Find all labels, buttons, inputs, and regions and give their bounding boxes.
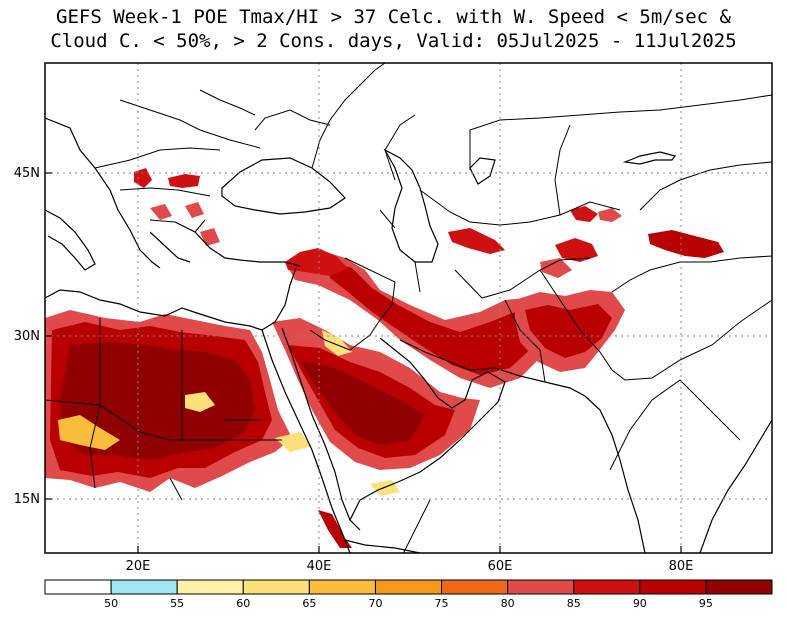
shading-sahara-gap (58, 415, 120, 450)
x-tick-label: 40E (307, 559, 332, 574)
colorbar-swatch (507, 579, 575, 595)
colorbar-swatch (308, 579, 376, 595)
colorbar-label: 60 (236, 597, 250, 610)
x-axis-labels: 20E 40E 60E 80E (126, 559, 694, 574)
india-west-coast (584, 395, 646, 553)
aral-sea-coast (469, 157, 496, 185)
iran-south-coast (399, 339, 586, 397)
x-tick-label: 60E (488, 559, 513, 574)
country-borders (45, 63, 772, 553)
graticule (45, 63, 772, 553)
colorbar-swatch (705, 579, 773, 595)
colorbar-swatch (441, 579, 509, 595)
colorbar-label: 80 (501, 597, 515, 610)
shading-iraq-iran-core (330, 262, 540, 375)
colorbar-label: 70 (368, 597, 382, 610)
india-east-coast (699, 419, 772, 553)
shading-kyrgyz (598, 208, 622, 222)
y-tick-label: 15N (14, 492, 40, 507)
colorbar-label: 65 (302, 597, 316, 610)
shading-tarim (648, 230, 724, 258)
map-boundaries (45, 63, 772, 553)
shading-turkmenistan (448, 228, 505, 254)
colorbar-swatch (176, 579, 244, 595)
map-frame (44, 62, 773, 554)
y-tick-label: 45N (14, 166, 40, 181)
shading-afghanistan-north-2 (540, 258, 572, 278)
black-sea-coast (221, 157, 346, 215)
y-axis-labels: 45N 30N 15N (14, 166, 40, 507)
colorbar-swatch (44, 579, 112, 595)
horn-africa-coast (344, 539, 421, 553)
y-tick-label: 30N (14, 329, 40, 344)
persian-gulf-coast (349, 337, 506, 521)
europe-coastline (45, 117, 301, 269)
shading-romania-bulgaria (168, 174, 200, 188)
balkhash-coast (622, 151, 677, 165)
colorbar-label: 55 (170, 597, 184, 610)
colorbar-label: 95 (699, 597, 713, 610)
italy-outline (45, 209, 96, 271)
shading-arabia-patch (322, 330, 352, 356)
colorbar-swatch (639, 579, 707, 595)
colorbar: 50 55 60 65 70 75 80 85 90 95 (44, 579, 773, 610)
shading-sudan-south-patch (275, 432, 312, 452)
colorbar-swatch (374, 579, 443, 595)
colorbar-swatch (242, 579, 310, 595)
colorbar-swatch (110, 579, 178, 595)
shading-arabia-darkest (300, 360, 425, 445)
probability-shading (45, 168, 724, 548)
levant-coast (261, 267, 297, 331)
shading-sahara-darkest (60, 342, 255, 460)
colorbar-label: 90 (633, 597, 647, 610)
red-sea-east-coast (281, 327, 361, 531)
colorbar-label: 85 (567, 597, 581, 610)
red-sea-west-coast (261, 329, 351, 553)
shading-afghanistan-north (555, 238, 598, 262)
shading-afg-pak-core (525, 304, 612, 358)
shading-sahara-gap-2 (185, 392, 215, 412)
north-africa-coast (45, 289, 263, 331)
map-title-line-2: Cloud C. < 50%, > 2 Cons. days, Valid: 0… (50, 30, 737, 52)
shading-greece-turkey (150, 202, 220, 246)
x-tick-label: 80E (669, 559, 694, 574)
colorbar-label: 50 (104, 597, 118, 610)
colorbar-swatch (573, 579, 641, 595)
x-tick-label: 20E (126, 559, 151, 574)
tick-marks (45, 172, 682, 553)
caspian-sea-coast (383, 148, 439, 263)
map-plot-area (45, 63, 772, 553)
colorbar-label: 75 (435, 597, 449, 610)
shading-turkey-south (285, 248, 348, 276)
map-title-line-1: GEFS Week-1 POE Tmax/HI > 37 Celc. with … (56, 6, 731, 28)
shading-tajikistan (570, 206, 598, 222)
shading-yemen-coast (318, 510, 352, 548)
